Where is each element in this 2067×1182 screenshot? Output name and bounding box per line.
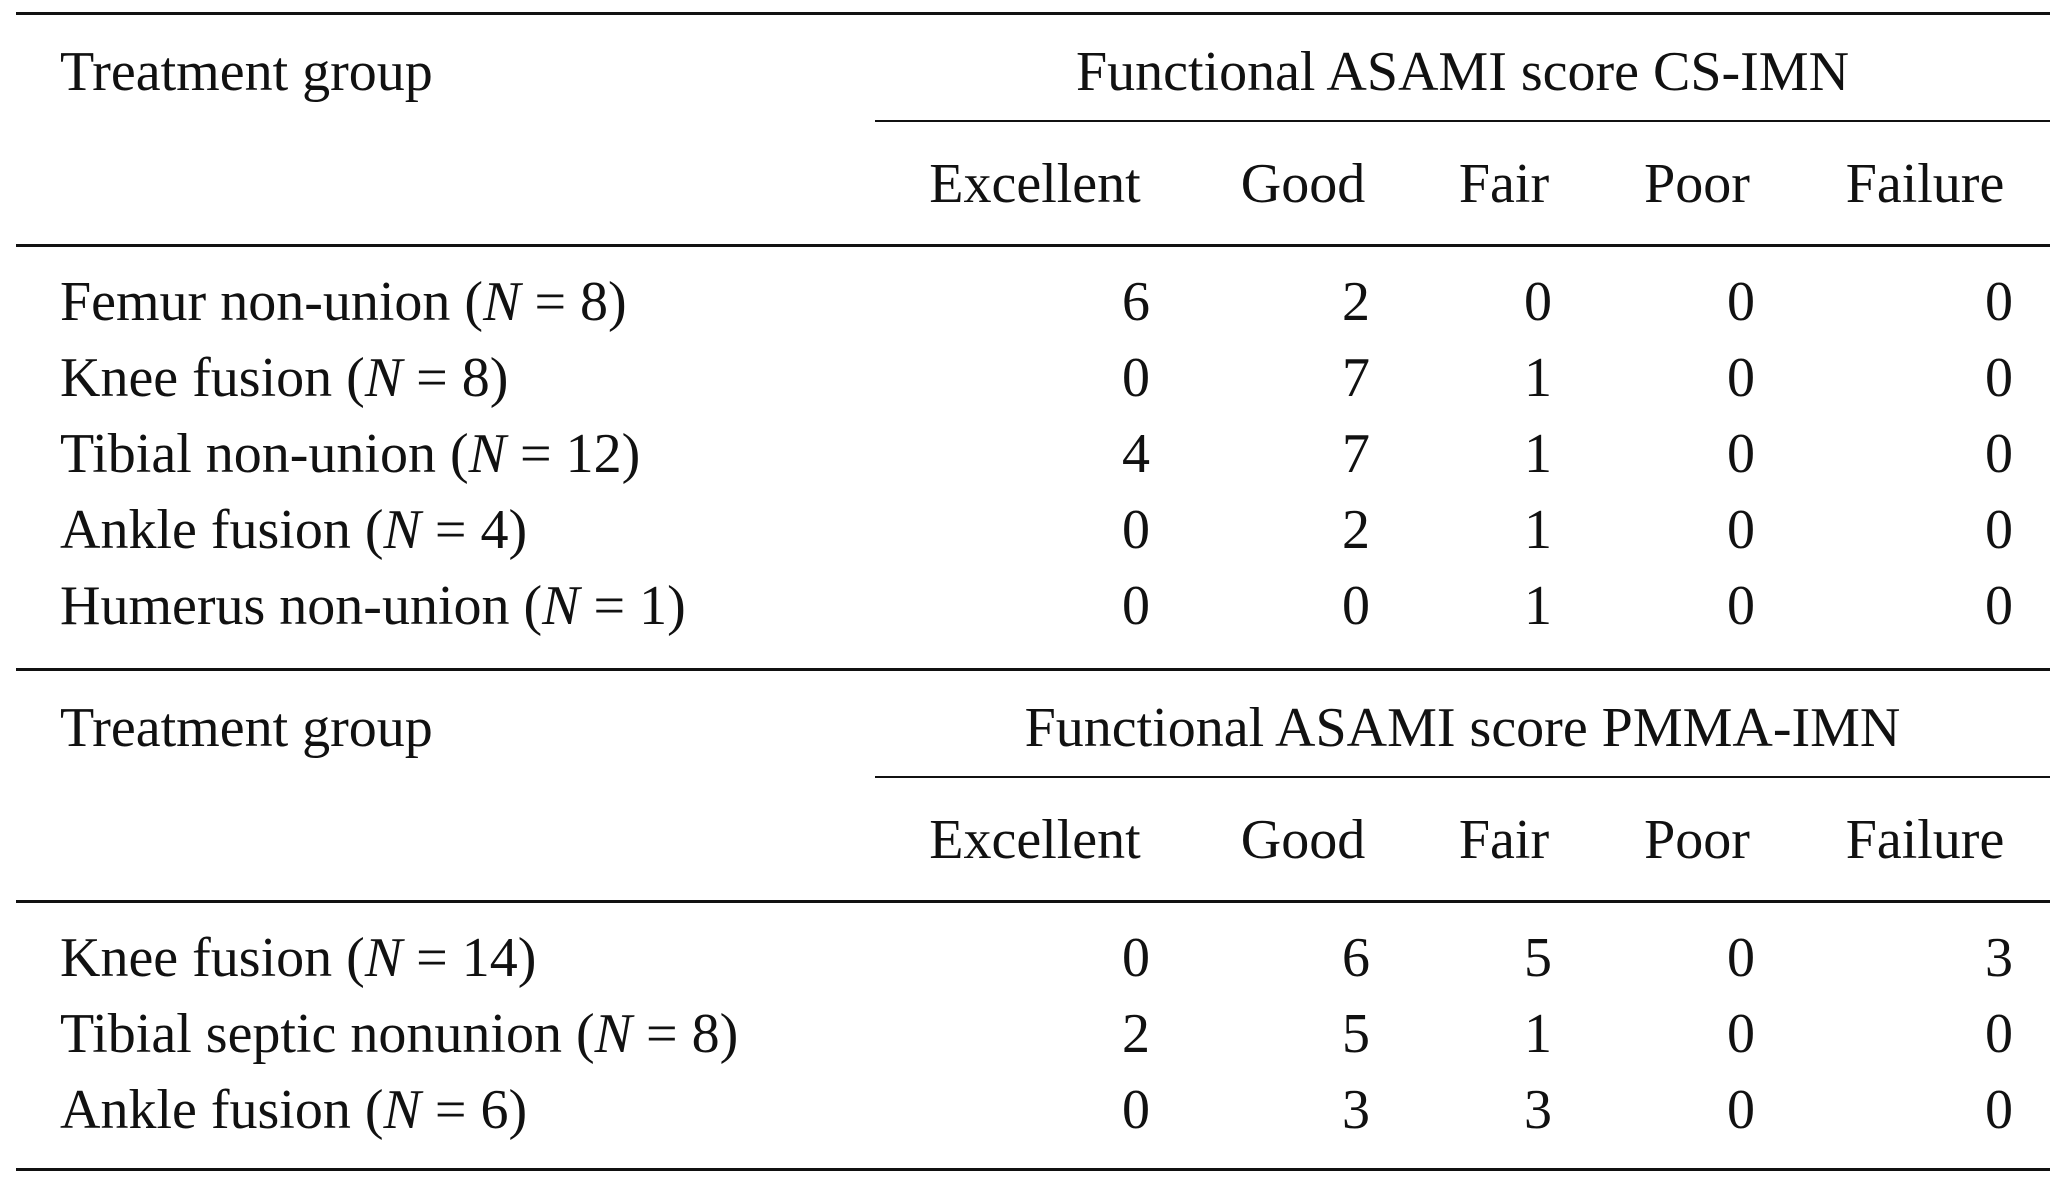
cell-poor: 0 <box>1727 1003 1755 1065</box>
treatment-group-header: Treatment group <box>60 697 433 759</box>
cell-good: 7 <box>1342 347 1370 409</box>
header-bottom-rule <box>16 244 2050 247</box>
row-label: Humerus non-union (N = 1) <box>60 575 686 637</box>
row-label: Tibial non-union (N = 12) <box>60 423 641 485</box>
column-header-fair: Fair <box>1458 809 1550 871</box>
column-header-excellent: Excellent <box>929 809 1141 871</box>
cell-failure: 0 <box>1985 423 2013 485</box>
cell-excellent: 6 <box>1122 271 1150 333</box>
row-label: Femur non-union (N = 8) <box>60 271 627 333</box>
row-label: Knee fusion (N = 8) <box>60 347 509 409</box>
row-label: Ankle fusion (N = 4) <box>60 499 528 561</box>
cell-good: 7 <box>1342 423 1370 485</box>
cell-good: 3 <box>1342 1079 1370 1141</box>
cell-excellent: 4 <box>1122 423 1150 485</box>
cell-fair: 5 <box>1524 927 1552 989</box>
cell-fair: 1 <box>1524 1003 1552 1065</box>
header-sub-rule <box>875 120 2050 122</box>
cell-fair: 1 <box>1524 423 1552 485</box>
column-header-poor: Poor <box>1644 809 1750 871</box>
column-header-good: Good <box>1240 809 1366 871</box>
cell-good: 6 <box>1342 927 1370 989</box>
cell-fair: 1 <box>1524 575 1552 637</box>
cell-fair: 0 <box>1524 271 1552 333</box>
cell-poor: 0 <box>1727 499 1755 561</box>
score-header-cs-imn: Functional ASAMI score CS-IMN <box>1075 41 1850 103</box>
treatment-group-header: Treatment group <box>60 41 433 103</box>
cell-poor: 0 <box>1727 347 1755 409</box>
cell-fair: 1 <box>1524 347 1552 409</box>
cell-poor: 0 <box>1727 423 1755 485</box>
cell-good: 2 <box>1342 271 1370 333</box>
row-label: Knee fusion (N = 14) <box>60 927 537 989</box>
cell-failure: 0 <box>1985 499 2013 561</box>
column-header-failure: Failure <box>1845 809 2005 871</box>
cell-fair: 1 <box>1524 499 1552 561</box>
cell-excellent: 2 <box>1122 1003 1150 1065</box>
cell-excellent: 0 <box>1122 1079 1150 1141</box>
cell-fair: 3 <box>1524 1079 1552 1141</box>
cell-failure: 0 <box>1985 347 2013 409</box>
column-header-excellent: Excellent <box>929 153 1141 215</box>
bottom-rule <box>16 1168 2050 1171</box>
cell-good: 0 <box>1342 575 1370 637</box>
cell-poor: 0 <box>1727 575 1755 637</box>
cell-excellent: 0 <box>1122 927 1150 989</box>
cell-excellent: 0 <box>1122 347 1150 409</box>
section-divider-rule <box>16 668 2050 671</box>
top-rule <box>16 12 2050 15</box>
cell-failure: 0 <box>1985 1003 2013 1065</box>
cell-poor: 0 <box>1727 271 1755 333</box>
cell-failure: 3 <box>1985 927 2013 989</box>
cell-poor: 0 <box>1727 1079 1755 1141</box>
header-sub-rule <box>875 776 2050 778</box>
column-header-good: Good <box>1240 153 1366 215</box>
cell-excellent: 0 <box>1122 499 1150 561</box>
column-header-poor: Poor <box>1644 153 1750 215</box>
row-label: Ankle fusion (N = 6) <box>60 1079 528 1141</box>
row-label: Tibial septic nonunion (N = 8) <box>60 1003 739 1065</box>
column-header-failure: Failure <box>1845 153 2005 215</box>
header-bottom-rule <box>16 900 2050 903</box>
cell-poor: 0 <box>1727 927 1755 989</box>
cell-failure: 0 <box>1985 1079 2013 1141</box>
cell-good: 2 <box>1342 499 1370 561</box>
cell-failure: 0 <box>1985 271 2013 333</box>
cell-good: 5 <box>1342 1003 1370 1065</box>
column-header-fair: Fair <box>1458 153 1550 215</box>
cell-excellent: 0 <box>1122 575 1150 637</box>
score-header-pmma-imn: Functional ASAMI score PMMA-IMN <box>1024 697 1901 759</box>
cell-failure: 0 <box>1985 575 2013 637</box>
